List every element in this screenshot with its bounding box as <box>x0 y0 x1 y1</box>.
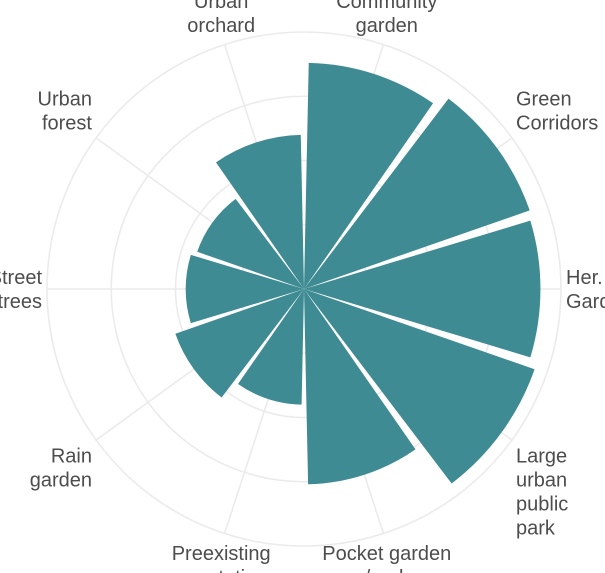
category-label-line: forest <box>42 113 92 135</box>
category-label-2: Green Corridors <box>516 89 598 135</box>
category-label-4: Large urban public park <box>516 446 568 540</box>
wedge-street-trees <box>185 254 304 324</box>
category-label-line: Corridors <box>516 113 598 135</box>
category-label-line: Large <box>516 446 567 468</box>
category-label-line: /park <box>365 567 410 573</box>
category-label-line: vegetation <box>175 567 267 573</box>
category-label-1: Community garden <box>336 0 437 37</box>
category-label-10: Urban orchard <box>187 0 255 37</box>
wedge-rain-garden <box>175 289 304 398</box>
category-label-line: Community <box>336 0 437 13</box>
category-label-line: Urban <box>194 0 248 13</box>
category-label-6: Preexisting vegetation <box>172 543 271 573</box>
wedge-large-urban-public-park <box>304 289 535 484</box>
category-label-line: Urban <box>38 89 92 111</box>
category-label-line: orchard <box>187 15 255 37</box>
category-label-line: Preexisting <box>172 543 271 565</box>
category-label-line: urban <box>516 470 567 492</box>
category-label-line: garden <box>356 15 418 37</box>
category-label-line: Rain <box>51 446 92 468</box>
category-label-8: Streettrees <box>0 267 42 313</box>
wedge-preexisting-vegetation <box>238 289 304 405</box>
bar-layer <box>175 62 541 485</box>
wedge-urban-orchard <box>216 134 304 289</box>
category-label-line: Pocket garden <box>322 543 451 565</box>
category-label-line: Green <box>516 89 572 111</box>
category-label-line: trees <box>0 291 42 313</box>
category-label-line: Her. <box>566 267 603 289</box>
category-label-7: Rain garden <box>30 446 92 492</box>
category-label-3: Her.Gard. <box>566 267 605 313</box>
category-label-line: public <box>516 494 568 516</box>
category-label-9: Urban forest <box>38 89 93 135</box>
category-label-line: Street <box>0 267 42 289</box>
wedge-her-gard <box>304 220 541 358</box>
category-label-line: Gard. <box>566 291 605 313</box>
wedge-green-corridors <box>304 98 530 290</box>
category-label-line: garden <box>30 470 92 492</box>
category-label-5: Pocket garden/park <box>322 543 451 573</box>
category-label-line: park <box>516 518 556 540</box>
wedge-pocket-garden-park <box>304 289 416 485</box>
wedge-community-garden <box>304 62 434 289</box>
wedge-urban-forest <box>197 198 304 289</box>
